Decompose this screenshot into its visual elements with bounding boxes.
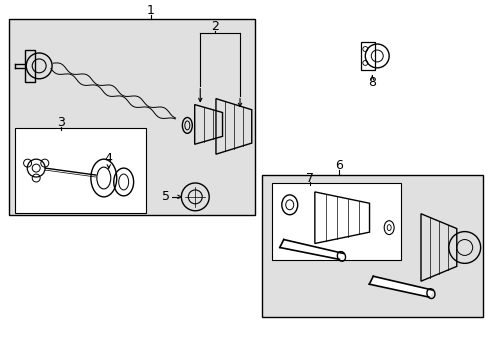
Text: 4: 4 [104, 152, 112, 165]
Bar [262, 175, 482, 317]
Bar [25, 50, 35, 82]
Text: 6: 6 [335, 159, 343, 172]
Text: 2: 2 [211, 20, 219, 33]
Polygon shape [279, 239, 343, 260]
Bar [361, 42, 374, 70]
Text: 5: 5 [162, 190, 170, 203]
Text: 3: 3 [57, 116, 65, 129]
Bar [9, 19, 254, 215]
Bar [271, 183, 400, 260]
Bar [15, 129, 145, 213]
Polygon shape [368, 276, 432, 297]
Text: 1: 1 [146, 4, 154, 17]
Text: 7: 7 [305, 171, 313, 185]
Text: 8: 8 [367, 76, 375, 89]
